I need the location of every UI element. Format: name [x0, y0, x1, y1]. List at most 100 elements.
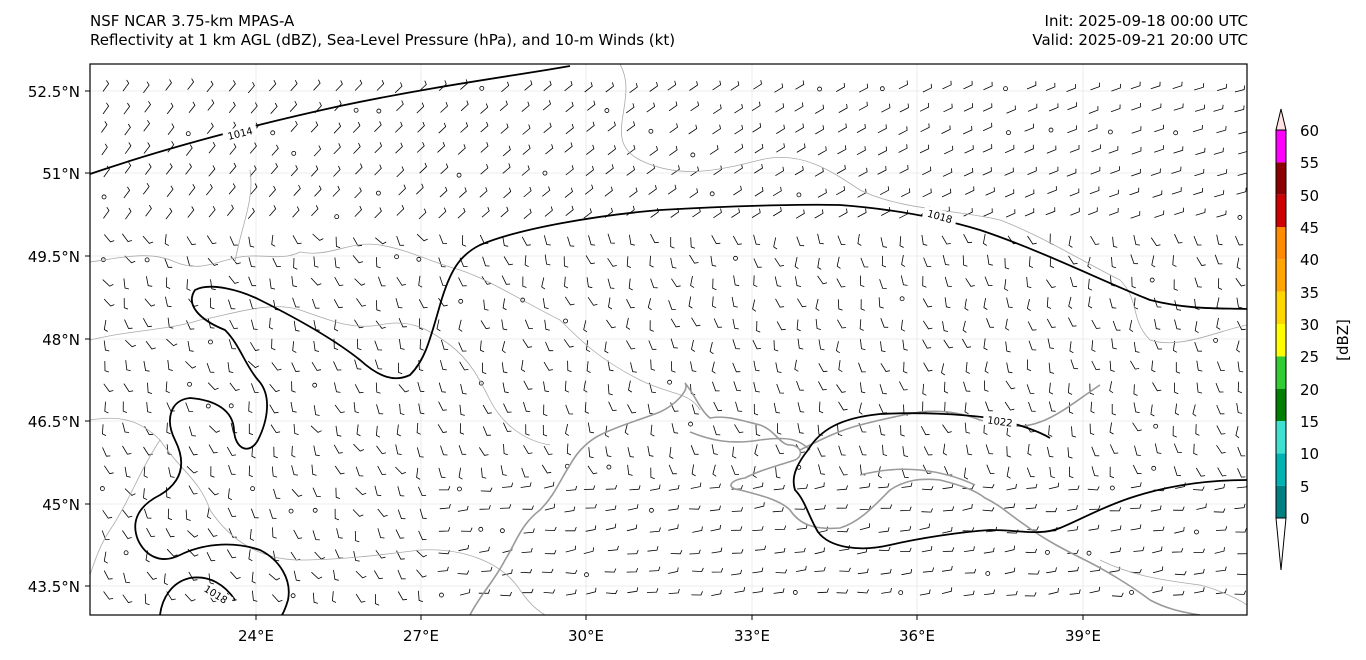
wind-barb	[709, 505, 721, 512]
wind-barb	[670, 550, 683, 555]
wind-barb	[649, 484, 661, 491]
wind-barb	[1151, 255, 1156, 268]
wind-barb	[565, 123, 574, 135]
wind-barb	[1154, 339, 1163, 350]
wind-barb	[880, 363, 890, 372]
colorbar-tick-label: 10	[1300, 445, 1319, 463]
wind-barb	[1067, 566, 1079, 573]
wind-barb	[1024, 208, 1035, 217]
wind-barb	[333, 165, 341, 177]
wind-barb	[499, 100, 508, 112]
wind-barb	[125, 207, 132, 220]
wind-barb	[880, 237, 888, 248]
wind-barb	[795, 276, 802, 287]
wind-barb	[103, 340, 110, 352]
wind-barb	[247, 360, 259, 369]
wind-barb	[438, 80, 447, 91]
wind-barb	[1133, 297, 1139, 310]
wind-barb	[143, 488, 148, 501]
calm-wind-marker	[985, 571, 991, 576]
wind-barb	[438, 257, 446, 268]
wind-barb	[273, 488, 281, 499]
wind-barb	[229, 143, 237, 155]
wind-barb	[1193, 187, 1204, 196]
wind-barb	[773, 588, 785, 594]
wind-barb	[1175, 362, 1181, 374]
wind-barb	[333, 143, 341, 155]
wind-barb	[565, 423, 570, 436]
wind-barb	[1234, 105, 1245, 113]
wind-barb	[688, 296, 693, 309]
wind-barb	[941, 565, 953, 572]
wind-barb	[354, 205, 362, 217]
wind-barb	[923, 446, 933, 456]
wind-barb	[1067, 447, 1073, 459]
calm-wind-marker	[649, 507, 654, 513]
wind-barb	[186, 236, 196, 246]
wind-barb	[753, 80, 762, 90]
wind-barb	[627, 447, 635, 458]
wind-barb	[921, 486, 934, 491]
wind-barb	[397, 362, 403, 375]
wind-barb	[1090, 166, 1101, 175]
wind-barb	[1067, 505, 1078, 511]
latitude-axis: 52.5°N 51°N 49.5°N 48°N 46.5°N 45°N 43.5…	[28, 83, 90, 596]
wind-barb	[1194, 321, 1199, 334]
wind-barb	[291, 488, 303, 497]
wind-barb	[817, 588, 829, 594]
wind-barb	[838, 401, 848, 411]
wind-barb	[541, 568, 554, 573]
wind-barb	[1171, 547, 1184, 553]
wind-barb	[565, 165, 574, 176]
calm-wind-marker	[394, 254, 399, 260]
wind-barb	[650, 359, 656, 371]
wind-barb	[607, 384, 613, 396]
wind-barb	[1216, 317, 1221, 330]
calm-wind-marker	[123, 550, 129, 556]
wind-barb	[964, 568, 977, 574]
wind-barb	[1154, 210, 1165, 218]
wind-barb	[375, 320, 386, 329]
wind-barb	[732, 318, 739, 330]
wind-barb	[164, 234, 169, 246]
wind-barb	[964, 298, 969, 311]
wind-barb	[900, 275, 908, 286]
map-frame	[89, 63, 1248, 616]
calm-wind-marker	[457, 486, 462, 492]
wind-barb	[898, 80, 908, 90]
wind-barb	[753, 258, 762, 268]
wind-barb	[1070, 207, 1080, 216]
wind-barb	[1237, 320, 1246, 331]
wind-barb	[122, 530, 132, 539]
calm-wind-marker	[584, 572, 589, 578]
calm-wind-marker	[99, 486, 105, 491]
wind-barb	[796, 565, 807, 572]
wind-barb	[269, 384, 280, 393]
wind-barb	[962, 255, 968, 267]
wind-barb	[482, 404, 492, 414]
wind-barb	[856, 547, 868, 555]
calm-wind-marker	[499, 528, 505, 534]
wind-barb	[437, 566, 449, 572]
wind-barb	[647, 403, 654, 415]
isobar-label: 1022	[986, 415, 1013, 429]
colorbar-upper-extend	[1275, 108, 1287, 131]
wind-barb	[586, 277, 593, 289]
calm-wind-marker	[312, 382, 318, 388]
wind-barb	[1172, 81, 1183, 89]
wind-barb	[356, 424, 361, 437]
wind-barb	[901, 255, 906, 267]
wind-barb	[1196, 360, 1203, 372]
wind-barb	[188, 101, 196, 114]
wind-barb	[396, 204, 405, 216]
wind-barb	[292, 341, 297, 353]
wind-barb	[1173, 103, 1184, 111]
wind-barb	[146, 402, 152, 414]
wind-barb	[942, 483, 954, 490]
wind-barb	[336, 528, 343, 539]
wind-barb	[124, 162, 132, 174]
wind-barb	[248, 257, 256, 268]
wind-barb	[101, 424, 107, 436]
wind-barb	[837, 528, 849, 533]
wind-barb	[418, 530, 427, 541]
